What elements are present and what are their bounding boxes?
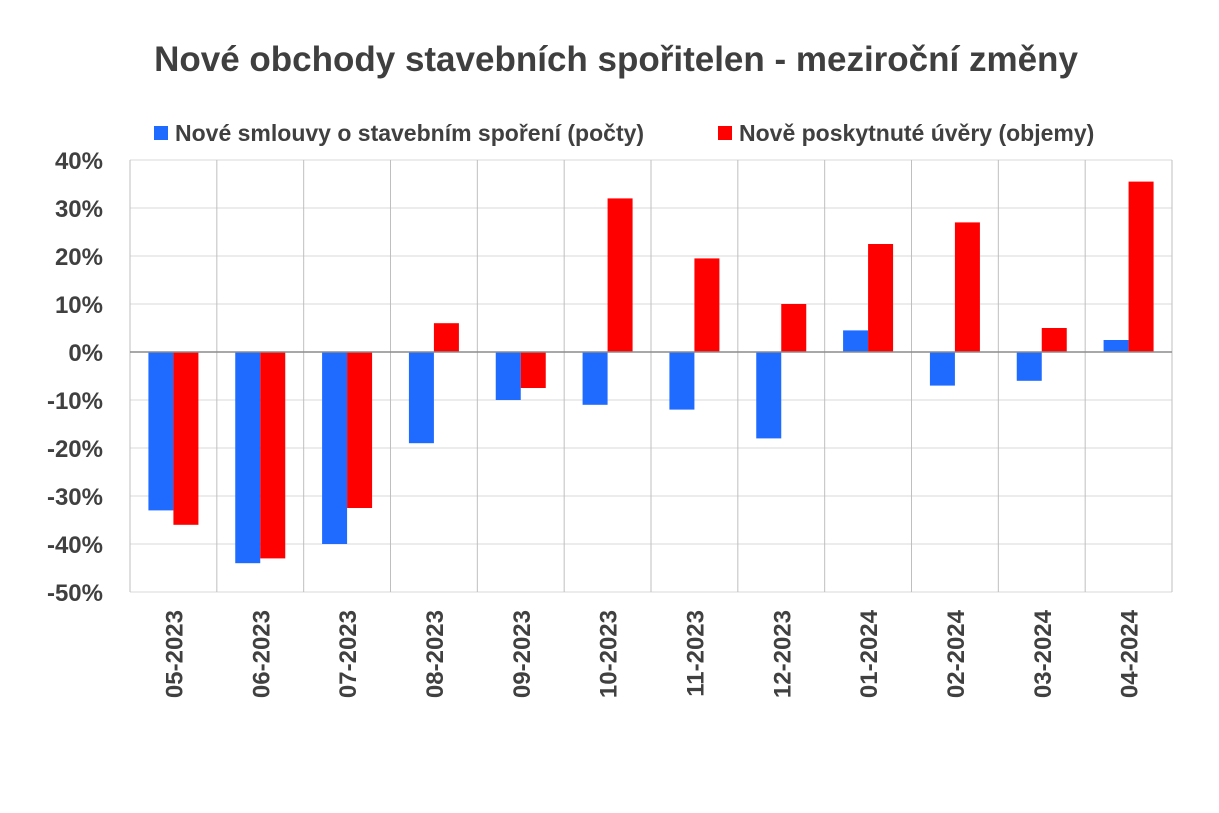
- bar-loans: [607, 198, 633, 352]
- y-tick-label: 0%: [68, 340, 103, 367]
- x-tick-label: 02-2024: [943, 609, 970, 698]
- x-tick-label: 03-2024: [1030, 609, 1057, 698]
- y-tick-label: -50%: [47, 580, 103, 607]
- bar-contracts: [843, 330, 869, 352]
- x-tick-label: 08-2023: [422, 610, 449, 698]
- bar-contracts: [1016, 352, 1042, 381]
- y-tick-label: -10%: [47, 388, 103, 415]
- bar-loans: [347, 352, 373, 508]
- bar-contracts: [669, 352, 695, 410]
- bar-loans: [173, 352, 199, 525]
- bar-contracts: [1103, 340, 1129, 352]
- bar-loans: [1128, 181, 1154, 352]
- legend-swatch-contracts: [154, 126, 168, 140]
- bar-loans: [781, 304, 807, 352]
- bar-loans: [520, 352, 546, 388]
- x-tick-label: 04-2024: [1117, 609, 1144, 698]
- bar-contracts: [929, 352, 955, 386]
- bar-contracts: [148, 352, 174, 511]
- bar-contracts: [582, 352, 608, 405]
- legend: Nové smlouvy o stavebním spoření (počty)…: [0, 116, 1219, 150]
- bar-loans: [433, 323, 459, 352]
- chart-title: Nové obchody stavebních spořitelen - mez…: [154, 40, 1078, 79]
- x-tick-label: 07-2023: [335, 610, 362, 698]
- x-tick-label: 12-2023: [769, 610, 796, 698]
- x-tick-label: 11-2023: [682, 610, 709, 697]
- bar-contracts: [408, 352, 434, 444]
- legend-swatch-loans: [718, 126, 732, 140]
- x-tick-label: 05-2023: [161, 610, 188, 698]
- bar-loans: [694, 258, 720, 352]
- y-tick-label: -20%: [47, 436, 103, 463]
- bar-loans: [954, 222, 980, 352]
- legend-label-contracts: Nové smlouvy o stavebním spoření (počty): [175, 119, 645, 146]
- bar-contracts: [322, 352, 348, 544]
- y-tick-label: 20%: [55, 244, 103, 271]
- x-tick-label: 06-2023: [248, 610, 275, 698]
- bar-loans: [868, 244, 894, 352]
- bar-contracts: [235, 352, 261, 564]
- legend-item-loans: Nově poskytnuté úvěry (objemy): [718, 116, 1094, 150]
- bar-contracts: [756, 352, 782, 439]
- legend-label-loans: Nově poskytnuté úvěry (objemy): [739, 119, 1095, 146]
- bar-contracts: [495, 352, 521, 400]
- bar-loans: [1041, 328, 1067, 352]
- x-tick-label: 10-2023: [596, 610, 623, 698]
- x-tick-label: 01-2024: [856, 609, 883, 698]
- y-tick-label: 40%: [55, 148, 103, 175]
- bar-loans: [260, 352, 286, 559]
- y-tick-label: 30%: [55, 196, 103, 223]
- y-tick-label: 10%: [55, 292, 103, 319]
- legend-item-contracts: Nové smlouvy o stavebním spoření (počty): [154, 116, 644, 150]
- y-tick-label: -30%: [47, 484, 103, 511]
- y-tick-label: -40%: [47, 532, 103, 559]
- x-tick-label: 09-2023: [509, 610, 536, 698]
